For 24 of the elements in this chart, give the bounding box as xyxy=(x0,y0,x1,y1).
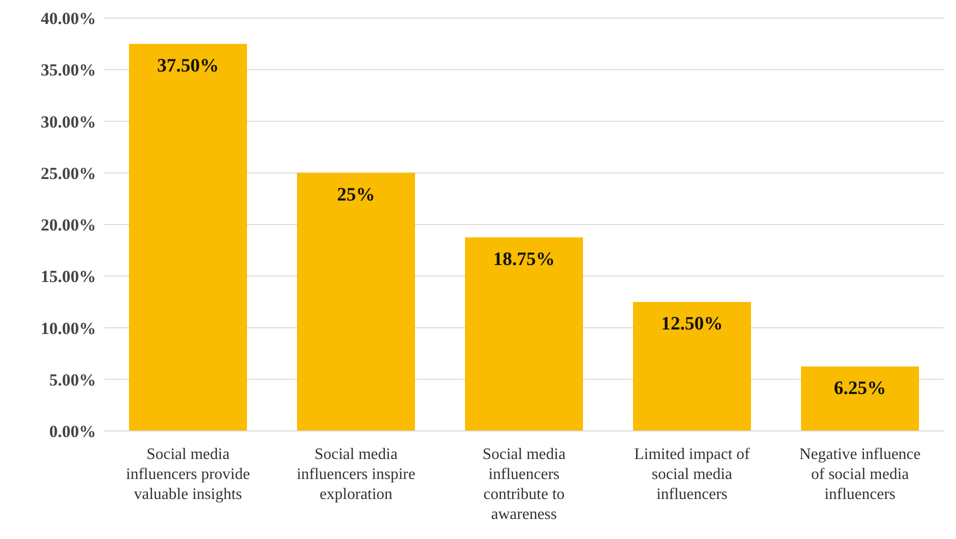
x-tick-label: Social media influencers contribute to awareness xyxy=(482,446,566,523)
bar xyxy=(129,44,247,431)
data-label: 12.50% xyxy=(661,313,723,334)
bar xyxy=(633,302,751,431)
y-tick-label: 10.00% xyxy=(40,318,96,338)
data-label: 18.75% xyxy=(493,248,555,270)
bar xyxy=(465,237,583,431)
y-tick-label: 20.00% xyxy=(40,216,96,235)
y-tick-label: 0.00% xyxy=(49,422,96,442)
y-tick-label: 35.00% xyxy=(40,60,96,80)
data-label: 6.25% xyxy=(834,378,886,399)
y-tick-label: 30.00% xyxy=(40,112,96,132)
y-tick-label: 40.00% xyxy=(40,9,96,28)
x-tick-label: Social media influencers provide valuable insights xyxy=(126,446,250,503)
x-tick-label: Negative influence of social media influencers xyxy=(799,446,921,503)
y-tick-label: 15.00% xyxy=(40,267,96,286)
bar xyxy=(801,366,919,431)
x-tick-label: Social media influencers inspire exploration xyxy=(296,446,416,503)
data-label: 25% xyxy=(337,184,375,206)
y-tick-label: 5.00% xyxy=(49,370,96,390)
data-label: 37.50% xyxy=(157,55,219,76)
x-tick-label: Limited impact of social media influencers xyxy=(634,446,750,503)
bar xyxy=(297,172,415,431)
y-tick-label: 25.00% xyxy=(40,164,96,183)
